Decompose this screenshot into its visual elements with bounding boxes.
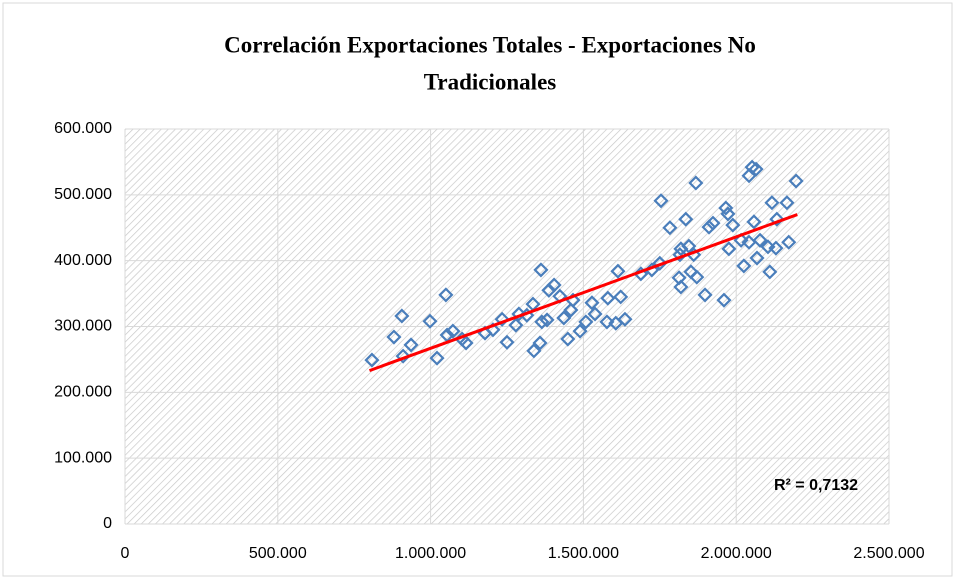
point bbox=[532, 335, 548, 351]
trendline bbox=[368, 213, 798, 373]
point bbox=[788, 173, 804, 189]
point bbox=[764, 195, 780, 211]
point bbox=[422, 313, 438, 329]
point bbox=[678, 211, 694, 227]
point bbox=[662, 220, 678, 236]
point bbox=[748, 161, 764, 177]
point bbox=[364, 352, 380, 368]
point bbox=[610, 263, 626, 279]
point bbox=[697, 287, 713, 303]
y-tick-label: 600.000 bbox=[54, 120, 112, 137]
x-tick-label: 2.500.000 bbox=[853, 545, 924, 562]
point bbox=[429, 350, 445, 366]
point bbox=[652, 255, 668, 271]
y-tick-label: 100.000 bbox=[54, 449, 112, 466]
point bbox=[533, 262, 549, 278]
point bbox=[617, 311, 633, 327]
point bbox=[744, 159, 760, 175]
point bbox=[725, 217, 741, 233]
point bbox=[600, 290, 616, 306]
annotation: R² = 0,7132 bbox=[774, 477, 858, 494]
point bbox=[781, 234, 797, 250]
x-tick-label: 500.000 bbox=[249, 545, 307, 562]
x-tick-label: 1.500.000 bbox=[548, 545, 619, 562]
point bbox=[673, 279, 689, 295]
point bbox=[578, 314, 594, 330]
point bbox=[716, 292, 732, 308]
point bbox=[572, 323, 588, 339]
y-tick-label: 300.000 bbox=[54, 318, 112, 335]
x-tick-label: 2.000.000 bbox=[701, 545, 772, 562]
point bbox=[688, 175, 704, 191]
point bbox=[769, 211, 785, 227]
point bbox=[653, 193, 669, 209]
point bbox=[733, 232, 749, 248]
point bbox=[526, 343, 542, 359]
point bbox=[584, 295, 600, 311]
point bbox=[746, 214, 762, 230]
point bbox=[534, 314, 550, 330]
point bbox=[563, 302, 579, 318]
point bbox=[701, 219, 717, 235]
y-tick-label: 200.000 bbox=[54, 384, 112, 401]
x-tick-label: 0 bbox=[121, 545, 130, 562]
point bbox=[403, 337, 419, 353]
point bbox=[705, 215, 721, 231]
point bbox=[613, 289, 629, 305]
point bbox=[762, 264, 778, 280]
point bbox=[394, 308, 410, 324]
point bbox=[599, 314, 615, 330]
y-tick-label: 500.000 bbox=[54, 186, 112, 203]
point bbox=[689, 269, 705, 285]
y-tick-label: 400.000 bbox=[54, 252, 112, 269]
point bbox=[736, 258, 752, 274]
point bbox=[508, 317, 524, 333]
point bbox=[556, 310, 572, 326]
point bbox=[779, 195, 795, 211]
y-tick-label: 0 bbox=[103, 515, 112, 532]
x-tick-label: 1.000.000 bbox=[395, 545, 466, 562]
point bbox=[445, 323, 461, 339]
point bbox=[718, 200, 734, 216]
point bbox=[499, 334, 515, 350]
point bbox=[494, 311, 510, 327]
point bbox=[768, 240, 784, 256]
point bbox=[560, 331, 576, 347]
point bbox=[438, 287, 454, 303]
point bbox=[539, 312, 555, 328]
chart-title: Tradicionales bbox=[424, 69, 557, 94]
chart-title: Correlación Exportaciones Totales - Expo… bbox=[224, 32, 756, 57]
point bbox=[752, 232, 768, 248]
point bbox=[587, 306, 603, 322]
point bbox=[546, 277, 562, 293]
point bbox=[386, 329, 402, 345]
point bbox=[395, 348, 411, 364]
point bbox=[721, 241, 737, 257]
point bbox=[720, 206, 736, 222]
point bbox=[458, 335, 474, 351]
point bbox=[749, 250, 765, 266]
